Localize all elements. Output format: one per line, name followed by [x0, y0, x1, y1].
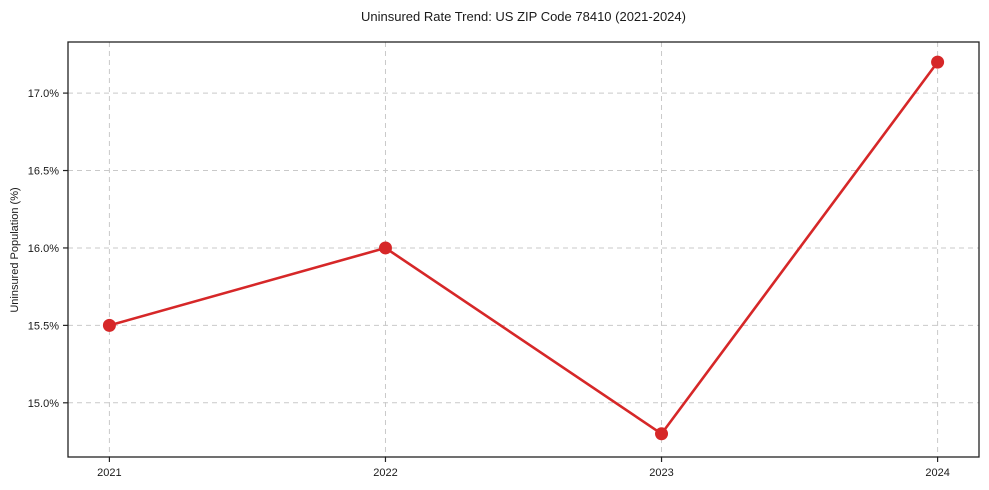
y-tick-label: 16.0%: [28, 243, 59, 255]
x-tick-label: 2024: [925, 467, 949, 479]
data-point-marker: [102, 318, 116, 332]
y-tick-label: 15.5%: [28, 320, 59, 332]
y-axis-label: Uninsured Population (%): [9, 187, 21, 313]
data-point-marker: [655, 427, 669, 441]
chart-title: Uninsured Rate Trend: US ZIP Code 78410 …: [361, 9, 686, 24]
y-tick-label: 15.0%: [28, 398, 59, 410]
trend-line: [108, 60, 939, 436]
x-tick-label: 2022: [373, 467, 397, 479]
y-tick-label: 17.0%: [28, 88, 59, 100]
plot-frame: [67, 41, 980, 458]
data-point-marker: [378, 241, 392, 255]
data-point-marker: [931, 55, 945, 69]
y-tick-label: 16.5%: [28, 166, 59, 178]
x-tick-label: 2021: [97, 467, 121, 479]
x-tick-label: 2023: [649, 467, 673, 479]
